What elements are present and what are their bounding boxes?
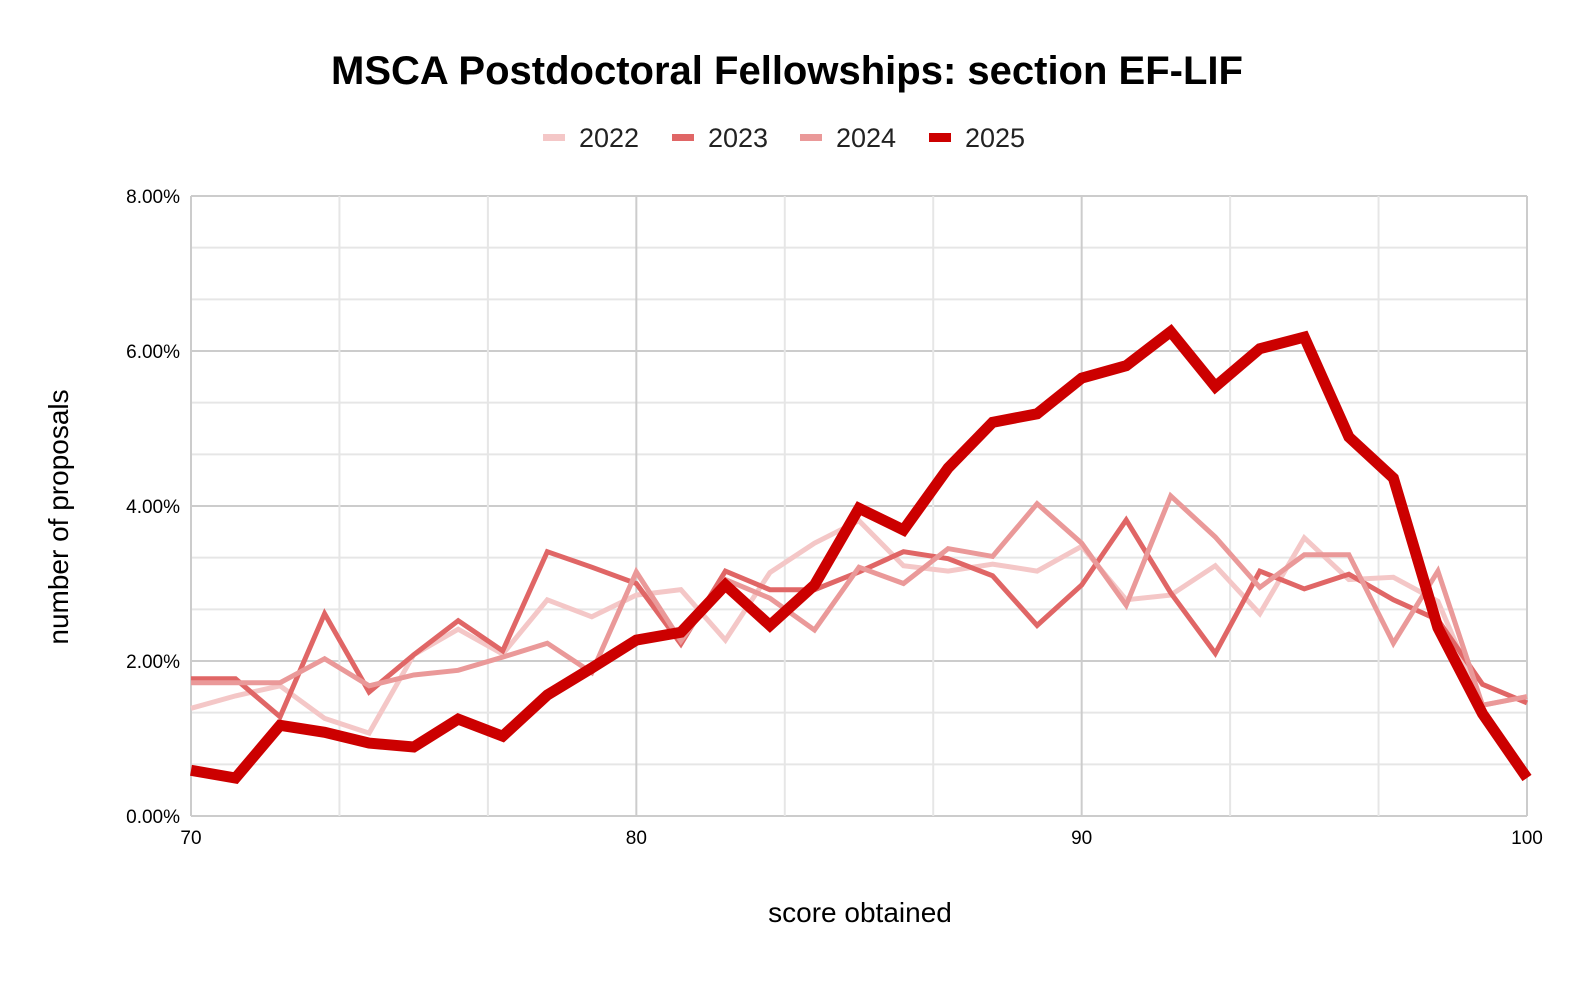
x-axis-label: score obtained <box>768 897 952 928</box>
legend-label: 2025 <box>965 123 1025 153</box>
y-tick-label: 0.00% <box>126 807 180 828</box>
series-line-2025 <box>190 323 1532 784</box>
chart-title: MSCA Postdoctoral Fellowships: section E… <box>331 49 1243 93</box>
legend-swatch <box>929 133 951 142</box>
y-tick-label: 8.00% <box>126 187 180 208</box>
legend-item-2025: 2025 <box>929 123 1025 153</box>
y-tick-label: 6.00% <box>126 342 180 363</box>
legend-label: 2023 <box>708 123 768 153</box>
legend-swatch <box>800 134 822 141</box>
x-axis-ticks: 70 80 90 100 <box>180 828 1542 849</box>
series-line-2023 <box>191 515 1528 721</box>
x-tick-label: 100 <box>1511 828 1543 849</box>
legend-label: 2022 <box>579 123 639 153</box>
legend-item-2023: 2023 <box>672 123 768 153</box>
legend-item-2024: 2024 <box>800 123 896 153</box>
legend: 2022 2023 2024 2025 <box>543 123 1025 153</box>
x-tick-label: 70 <box>180 828 201 849</box>
y-tick-label: 2.00% <box>126 652 180 673</box>
legend-swatch <box>543 134 565 141</box>
y-tick-label: 4.00% <box>126 497 180 518</box>
x-tick-label: 90 <box>1071 828 1092 849</box>
legend-swatch <box>672 134 694 141</box>
x-tick-label: 80 <box>626 828 647 849</box>
y-axis-ticks: 0.00% 2.00% 4.00% 6.00% 8.00% <box>126 187 180 828</box>
series-line-2024 <box>191 491 1528 709</box>
gridlines <box>190 194 1528 817</box>
legend-label: 2024 <box>836 123 896 153</box>
series-lines <box>190 323 1532 784</box>
legend-item-2022: 2022 <box>543 123 639 153</box>
y-axis-label: number of proposals <box>43 389 74 644</box>
